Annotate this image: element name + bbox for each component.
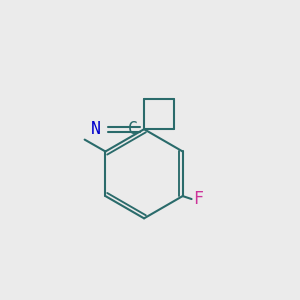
Text: C: C (128, 120, 138, 138)
Text: N: N (91, 120, 101, 138)
Text: F: F (193, 190, 203, 208)
